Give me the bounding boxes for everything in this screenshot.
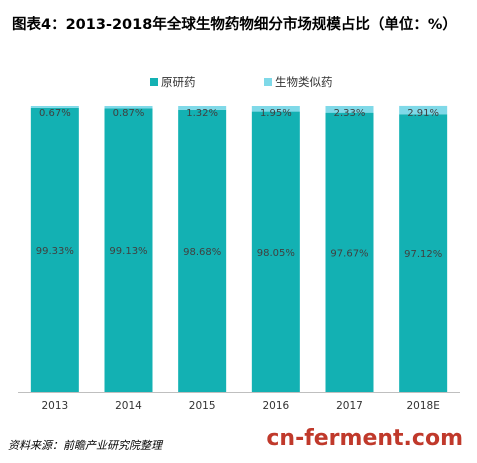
- data-label-biosimilar-2015: 1.32%: [186, 108, 218, 119]
- watermark-backdrop: [273, 428, 473, 458]
- bar-biosimilar-2013: [30, 106, 79, 108]
- bar-original-2018E: [399, 114, 448, 392]
- data-label-biosimilar-2018E: 2.91%: [407, 108, 439, 119]
- data-label-original-2015: 98.68%: [183, 247, 221, 258]
- data-label-original-2017: 97.67%: [330, 248, 368, 259]
- data-label-biosimilar-2013: 0.67%: [39, 108, 71, 119]
- legend-item-biosimilar: 生物类似药: [264, 74, 333, 90]
- legend-item-original: 原研药: [150, 74, 196, 90]
- x-tick-label-2017: 2017: [336, 400, 363, 412]
- data-label-original-2013: 99.33%: [36, 246, 74, 257]
- bar-biosimilar-2015: [178, 106, 227, 110]
- legend-swatch-biosimilar: [264, 78, 272, 86]
- x-tick-label-2015: 2015: [189, 400, 216, 412]
- legend-swatch-original: [150, 78, 158, 86]
- data-label-biosimilar-2016: 1.95%: [260, 108, 292, 119]
- data-label-original-2018E: 97.12%: [404, 249, 442, 260]
- x-tick-label-2018E: 2018E: [406, 400, 439, 412]
- bar-biosimilar-2014: [104, 106, 153, 109]
- legend-label-original: 原研药: [161, 75, 196, 89]
- x-tick-label-2016: 2016: [262, 400, 289, 412]
- data-label-original-2016: 98.05%: [257, 248, 295, 259]
- bar-original-2017: [325, 112, 374, 392]
- watermark-text: cn-ferment.com: [266, 426, 463, 451]
- bar-original-2015: [178, 109, 227, 392]
- bar-biosimilar-2016: [251, 106, 300, 112]
- bar-original-2016: [251, 111, 300, 393]
- bar-biosimilar-2018E: [399, 105, 448, 115]
- x-tick-label-2013: 2013: [41, 400, 68, 412]
- data-label-biosimilar-2017: 2.33%: [334, 108, 366, 119]
- source-note: 资料来源：前瞻产业研究院整理: [8, 439, 162, 452]
- data-label-original-2014: 99.13%: [109, 246, 147, 257]
- data-label-biosimilar-2014: 0.87%: [113, 108, 145, 119]
- legend: 原研药 生物类似药: [0, 74, 477, 90]
- chart-title: 图表4：2013-2018年全球生物药物细分市场规模占比（单位：%）: [12, 17, 457, 33]
- bar-original-2014: [104, 108, 153, 393]
- bar-original-2013: [30, 107, 79, 392]
- x-tick-label-2014: 2014: [115, 400, 142, 412]
- bar-biosimilar-2017: [325, 106, 374, 113]
- legend-label-biosimilar: 生物类似药: [275, 75, 333, 89]
